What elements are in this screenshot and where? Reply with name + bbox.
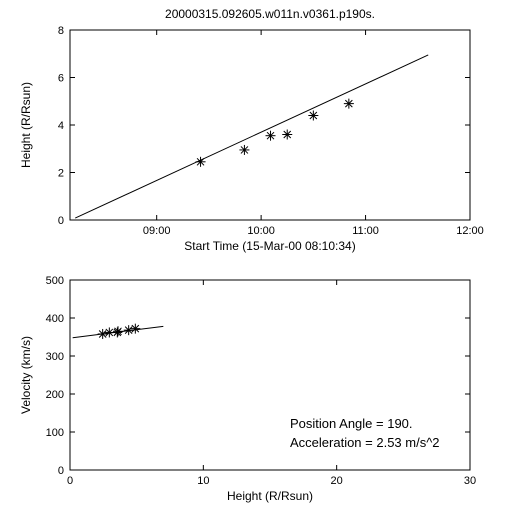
data-point xyxy=(266,131,276,141)
x-tick-label: 30 xyxy=(464,475,476,487)
data-point xyxy=(196,157,206,167)
data-point xyxy=(124,325,134,335)
y-tick-label: 4 xyxy=(58,120,64,132)
y-axis-label: Height (R/Rsun) xyxy=(19,82,33,168)
x-tick-label: 12:00 xyxy=(456,225,484,237)
y-tick-label: 8 xyxy=(58,25,64,37)
data-point xyxy=(130,324,140,334)
y-tick-label: 0 xyxy=(58,465,64,477)
y-tick-label: 0 xyxy=(58,215,64,227)
y-tick-label: 100 xyxy=(46,427,64,439)
y-tick-label: 400 xyxy=(46,313,64,325)
chart-canvas: 20000315.092605.w011n.v0361.p190s. 09:00 1… xyxy=(0,0,512,512)
data-point xyxy=(344,99,354,109)
plot-frame xyxy=(70,30,470,220)
x-tick-label: 11:00 xyxy=(352,225,379,237)
x-tick-label: 0 xyxy=(67,475,73,487)
x-tick-label: 20 xyxy=(331,475,343,487)
position-angle-label: Position Angle = 190. xyxy=(290,416,413,431)
data-point xyxy=(282,130,292,140)
x-tick-label: 10 xyxy=(197,475,209,487)
y-tick-label: 200 xyxy=(46,389,64,401)
x-axis-label: Start Time (15-Mar-00 08:10:34) xyxy=(184,239,355,253)
y-tick-label: 500 xyxy=(46,275,64,287)
x-tick-label: 09:00 xyxy=(143,225,171,237)
x-axis-label: Height (R/Rsun) xyxy=(227,489,313,503)
data-point xyxy=(98,329,108,339)
y-tick-label: 6 xyxy=(58,73,64,85)
chart-title: 20000315.092605.w011n.v0361.p190s. xyxy=(165,7,375,21)
y-tick-label: 300 xyxy=(46,351,64,363)
y-axis-label: Velocity (km/s) xyxy=(19,336,33,414)
fit-line xyxy=(75,55,428,218)
acceleration-label: Acceleration = 2.53 m/s^2 xyxy=(290,435,440,450)
data-point xyxy=(308,111,318,121)
x-tick-label: 10:00 xyxy=(247,225,275,237)
y-tick-label: 2 xyxy=(58,168,64,180)
data-point xyxy=(113,326,123,336)
data-point xyxy=(239,145,249,155)
